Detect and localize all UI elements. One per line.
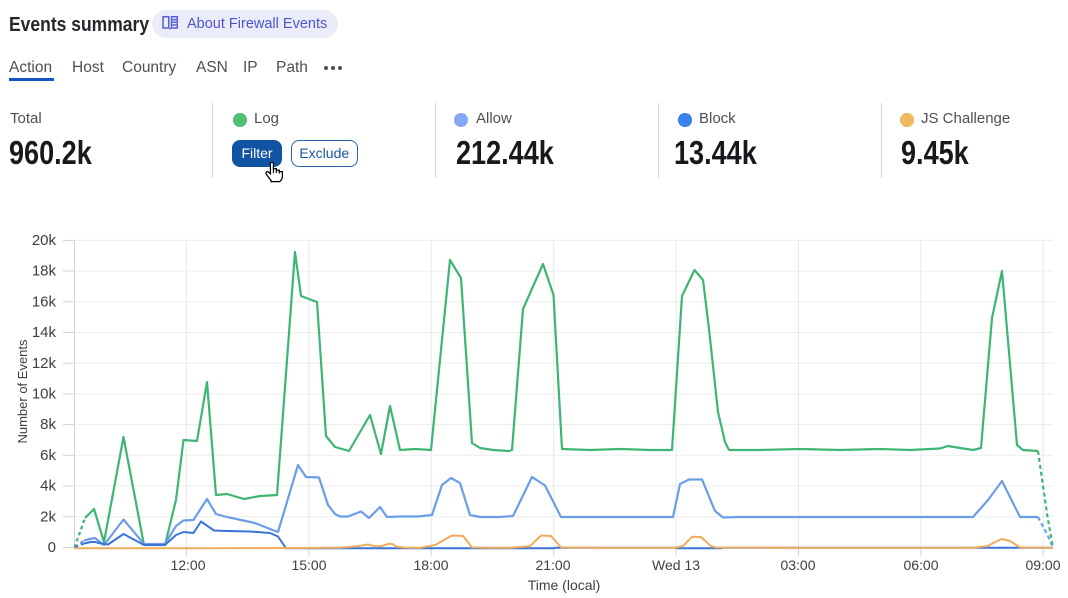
- svg-text:Time (local): Time (local): [528, 577, 601, 593]
- svg-text:15:00: 15:00: [291, 557, 326, 573]
- svg-text:20k: 20k: [32, 232, 57, 249]
- svg-text:8k: 8k: [40, 416, 56, 433]
- svg-text:10k: 10k: [32, 386, 57, 403]
- svg-text:18k: 18k: [32, 263, 57, 280]
- svg-text:06:00: 06:00: [903, 557, 938, 573]
- svg-text:21:00: 21:00: [535, 557, 570, 573]
- svg-text:03:00: 03:00: [780, 557, 815, 573]
- svg-text:0: 0: [48, 539, 56, 556]
- svg-text:18:00: 18:00: [413, 557, 448, 573]
- svg-text:2k: 2k: [40, 508, 56, 525]
- svg-text:16k: 16k: [32, 293, 57, 310]
- svg-text:12k: 12k: [32, 355, 57, 372]
- svg-text:12:00: 12:00: [170, 557, 205, 573]
- svg-text:6k: 6k: [40, 447, 56, 464]
- svg-text:14k: 14k: [32, 324, 57, 341]
- svg-text:4k: 4k: [40, 478, 56, 495]
- svg-text:Number of Events: Number of Events: [15, 339, 30, 444]
- svg-text:Wed 13: Wed 13: [652, 557, 700, 573]
- svg-text:09:00: 09:00: [1025, 557, 1060, 573]
